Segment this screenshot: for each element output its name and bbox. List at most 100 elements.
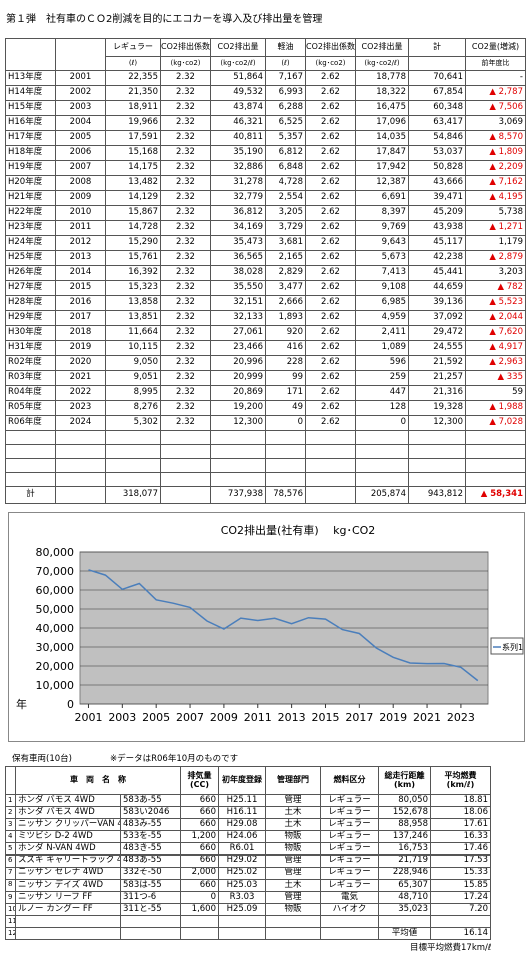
empty-cell — [355, 430, 409, 445]
data-cell: 42,238 — [408, 250, 466, 266]
total-cell: 318,077 — [105, 486, 161, 504]
data-cell: 14,175 — [105, 160, 161, 176]
header-name: 排気量 — [187, 770, 212, 780]
empty-cell — [210, 430, 266, 445]
data-cell: 2010 — [55, 205, 106, 221]
column-header: 初年度登録 — [218, 766, 266, 795]
data-cell: 3,681 — [265, 235, 306, 251]
data-cell: 43,938 — [408, 220, 466, 236]
data-cell: 3,729 — [265, 220, 306, 236]
data-cell: 2.32 — [160, 100, 211, 116]
empty-cell — [160, 472, 211, 487]
header-name: 初年度登録 — [222, 775, 262, 785]
empty-cell — [465, 430, 526, 445]
data-cell: ▲ 782 — [465, 280, 526, 296]
data-cell: 2.32 — [160, 220, 211, 236]
data-cell: 2021 — [55, 370, 106, 386]
data-cell: 32,151 — [210, 295, 266, 311]
data-cell: 2.32 — [160, 415, 211, 431]
data-cell: 2.32 — [160, 400, 211, 416]
data-cell: ▲ 2,209 — [465, 160, 526, 176]
column-unit: (kg･co2) — [160, 56, 211, 71]
data-cell: 2,829 — [265, 265, 306, 281]
data-cell: 171 — [265, 385, 306, 401]
table-note: ※データはR06年10月のものです — [110, 754, 239, 764]
data-cell: 22,355 — [105, 70, 161, 86]
empty-cell — [5, 430, 56, 445]
row-label: H20年度 — [5, 175, 56, 191]
data-cell: 2017 — [55, 310, 106, 326]
empty-cell — [210, 472, 266, 487]
data-cell: 14,728 — [105, 220, 161, 236]
row-label: H24年度 — [5, 235, 56, 251]
empty-cell — [55, 486, 106, 504]
data-cell: 2.62 — [305, 115, 356, 131]
column-header: 計 — [408, 38, 466, 57]
data-cell: 6,691 — [355, 190, 409, 206]
empty-cell — [265, 927, 321, 941]
data-cell: 6,848 — [265, 160, 306, 176]
row-label: H17年度 — [5, 130, 56, 146]
column-header: 軽油 — [265, 38, 306, 57]
column-unit: (kg･co2) — [305, 56, 356, 71]
data-cell: 17,591 — [105, 130, 161, 146]
data-cell: 128 — [355, 400, 409, 416]
data-cell: 18,911 — [105, 100, 161, 116]
data-cell: 1,089 — [355, 340, 409, 356]
data-cell: 2,666 — [265, 295, 306, 311]
data-cell: 2.62 — [305, 100, 356, 116]
data-cell: 2.62 — [305, 130, 356, 146]
data-cell: ▲ 5,523 — [465, 295, 526, 311]
data-cell: 63,417 — [408, 115, 466, 131]
data-cell: ▲ 335 — [465, 370, 526, 386]
data-cell: 2.62 — [305, 235, 356, 251]
data-cell: 6,812 — [265, 145, 306, 161]
data-cell: 14,035 — [355, 130, 409, 146]
empty-cell — [15, 927, 121, 941]
data-cell: 2.62 — [305, 160, 356, 176]
empty-cell — [408, 430, 466, 445]
empty-cell — [55, 444, 106, 459]
total-cell — [160, 486, 211, 504]
data-cell: 35,473 — [210, 235, 266, 251]
column-header: 管理部門 — [265, 766, 321, 795]
data-cell: 2.32 — [160, 325, 211, 341]
row-label: H21年度 — [5, 190, 56, 206]
data-cell: 2024 — [55, 415, 106, 431]
data-cell: 2015 — [55, 280, 106, 296]
data-cell: ▲ 2,879 — [465, 250, 526, 266]
x-tick-label: 2003 — [108, 711, 136, 724]
empty-cell — [5, 444, 56, 459]
empty-cell — [320, 927, 379, 941]
data-cell: 3,205 — [265, 205, 306, 221]
empty-cell — [105, 458, 161, 473]
data-cell: 43,874 — [210, 100, 266, 116]
data-cell: 7,413 — [355, 265, 409, 281]
data-cell: 35,550 — [210, 280, 266, 296]
column-header: CO2量(増減) — [465, 38, 526, 57]
empty-cell — [160, 444, 211, 459]
data-cell: 2003 — [55, 100, 106, 116]
data-cell: 49 — [265, 400, 306, 416]
y-tick-label: 20,000 — [36, 660, 75, 673]
data-cell: 15,290 — [105, 235, 161, 251]
header-unit: (km/ℓ) — [446, 779, 475, 789]
data-cell: 2012 — [55, 235, 106, 251]
data-cell: 596 — [355, 355, 409, 371]
data-cell: 70,641 — [408, 70, 466, 86]
series-line — [88, 569, 479, 682]
empty-cell — [355, 472, 409, 487]
column-header: 平均燃費 (km/ℓ) — [430, 766, 491, 795]
column-unit: (kg･co2/ℓ) — [355, 56, 409, 71]
data-cell: 2.32 — [160, 175, 211, 191]
data-cell: 53,037 — [408, 145, 466, 161]
data-cell: 2.62 — [305, 250, 356, 266]
data-cell: 5,357 — [265, 130, 306, 146]
data-cell: ▲ 2,787 — [465, 85, 526, 101]
empty-cell — [210, 444, 266, 459]
data-cell: 17,096 — [355, 115, 409, 131]
x-tick-label: 2015 — [311, 711, 339, 724]
data-cell: 2018 — [55, 325, 106, 341]
empty-cell — [355, 444, 409, 459]
data-cell: 2013 — [55, 250, 106, 266]
